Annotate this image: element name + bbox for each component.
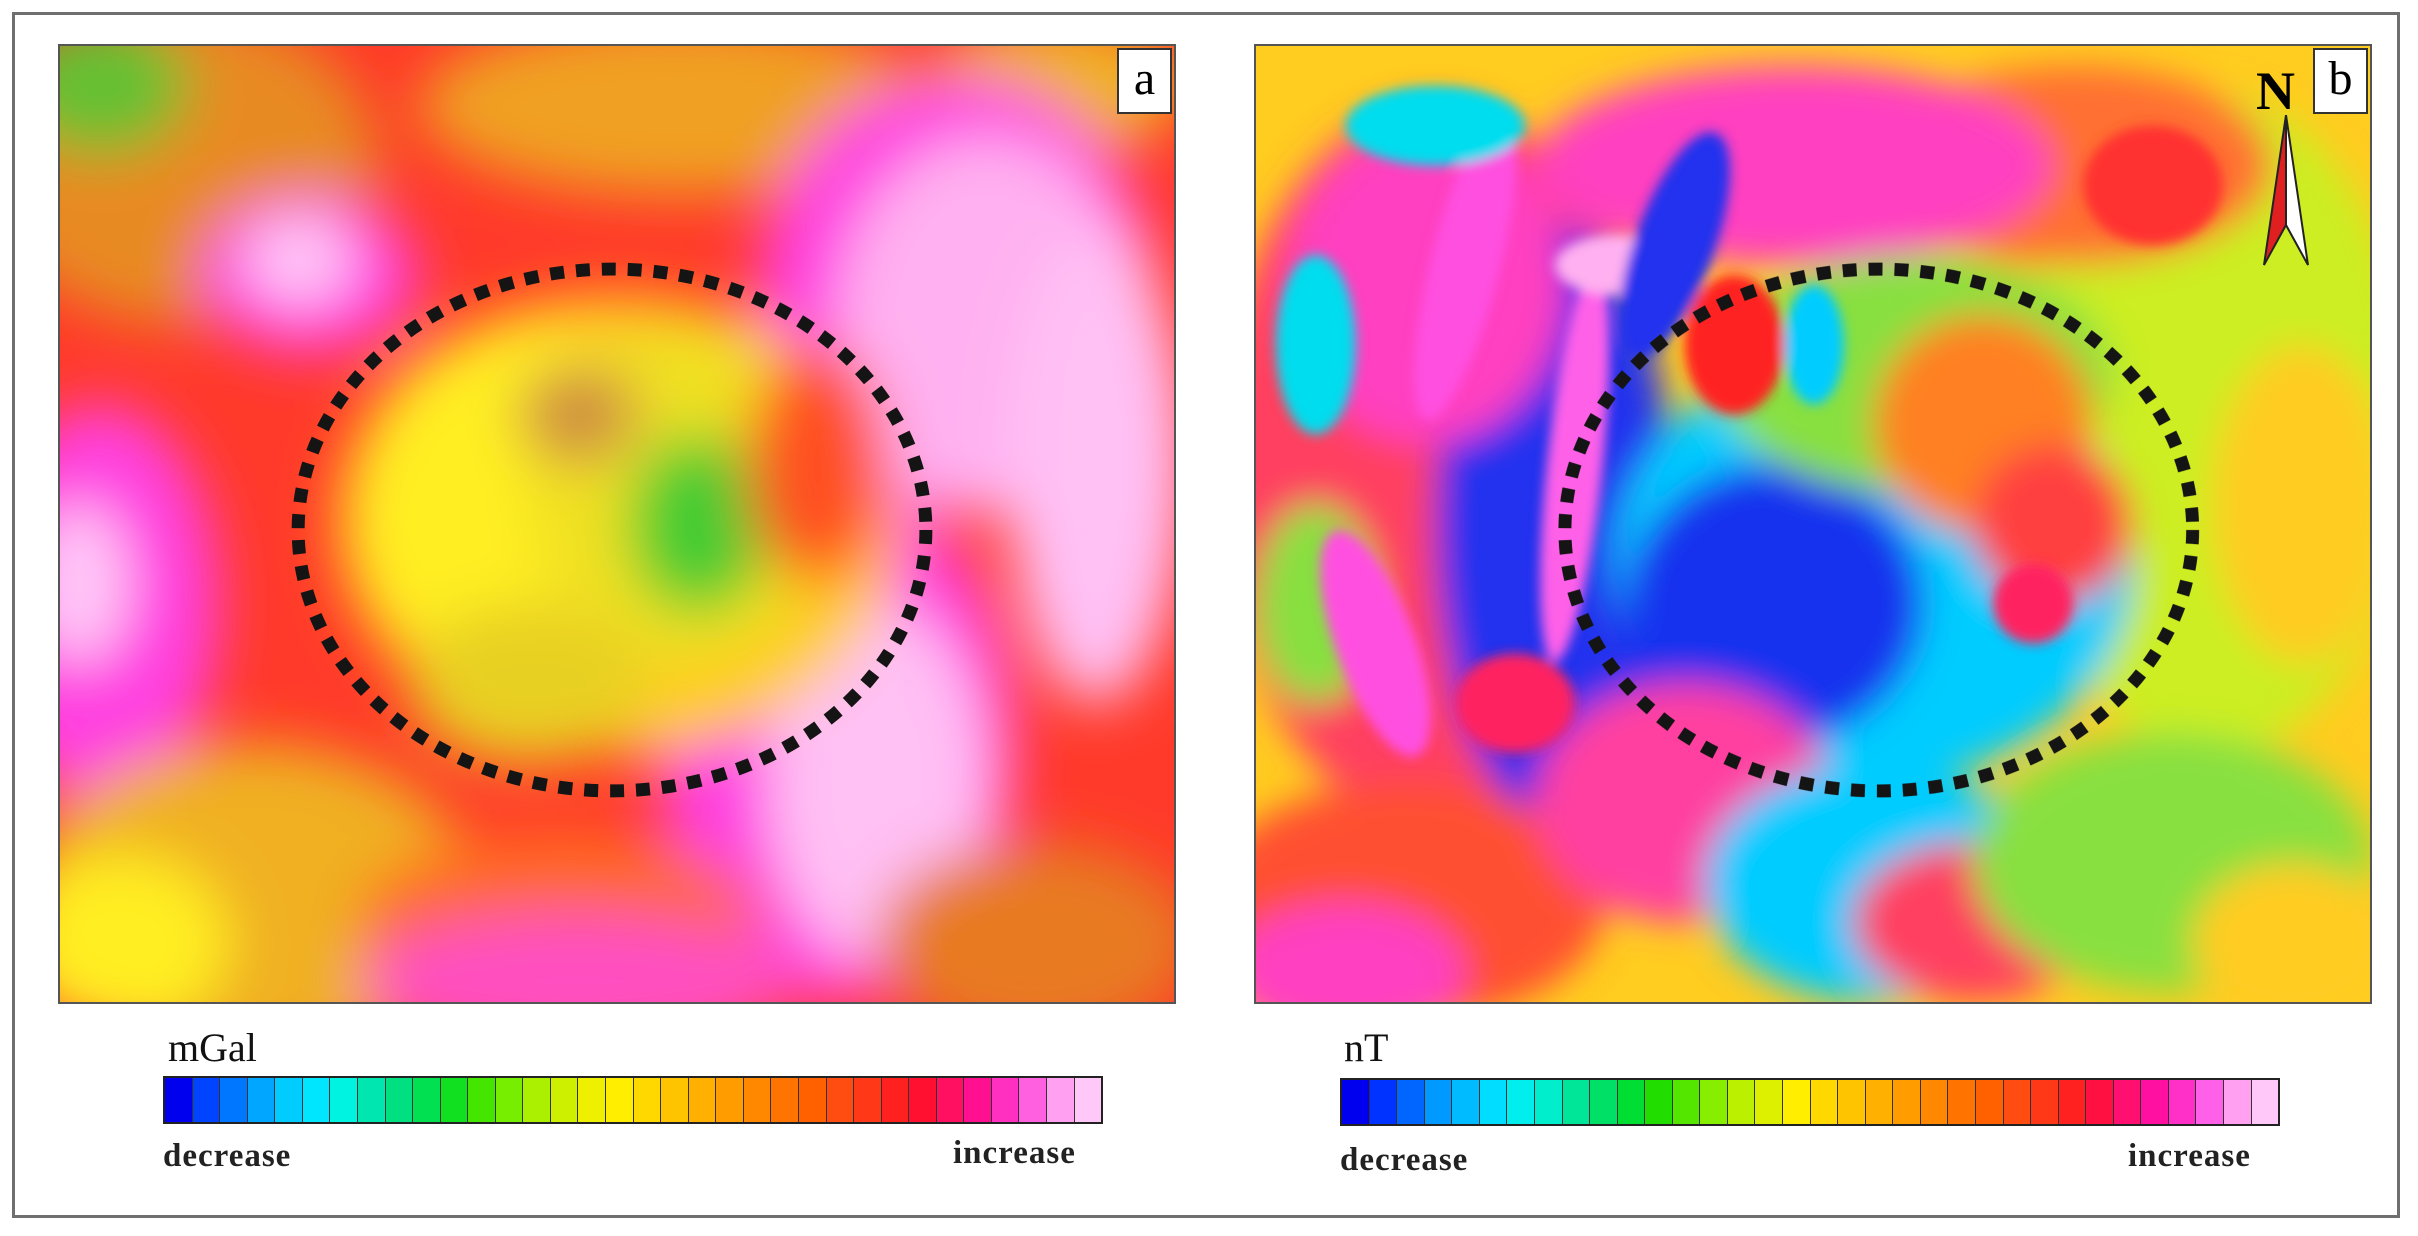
color-scale-cell xyxy=(1948,1080,1976,1124)
color-scale-cell xyxy=(2251,1080,2279,1124)
gravity-map-panel: a xyxy=(58,44,1176,1004)
north-arrow-icon xyxy=(2263,115,2309,266)
color-scale-cell xyxy=(661,1078,689,1122)
figure-frame xyxy=(12,12,2400,1218)
color-scale-cell xyxy=(1479,1080,1508,1124)
color-scale-cell xyxy=(1755,1080,1783,1124)
color-scale-cell xyxy=(826,1078,855,1122)
color-scale-cell xyxy=(1700,1080,1728,1124)
magnetic-unit-label: nT xyxy=(1344,1025,1389,1070)
color-scale-cell xyxy=(2086,1080,2114,1124)
color-scale-cell xyxy=(357,1078,386,1122)
color-scale-cell xyxy=(716,1078,744,1122)
color-scale-cell xyxy=(606,1078,634,1122)
color-scale-cell xyxy=(1507,1080,1535,1124)
color-scale-cell xyxy=(964,1078,992,1122)
north-arrow: N xyxy=(2256,60,2316,310)
magnetic-anomaly-map xyxy=(1256,46,2370,1002)
color-scale-cell xyxy=(578,1078,606,1122)
color-scale-cell xyxy=(2031,1080,2059,1124)
color-scale-cell xyxy=(633,1078,662,1122)
color-scale-cell xyxy=(798,1078,827,1122)
color-scale-cell xyxy=(1727,1080,1756,1124)
color-scale-cell xyxy=(275,1078,303,1122)
gravity-increase-label: increase xyxy=(953,1135,1076,1171)
color-scale-cell xyxy=(247,1078,276,1122)
gravity-anomaly-map xyxy=(60,46,1174,1002)
color-scale-cell xyxy=(1019,1078,1047,1122)
color-scale-cell xyxy=(1369,1080,1398,1124)
gravity-decrease-label: decrease xyxy=(163,1138,292,1174)
color-scale-cell xyxy=(440,1078,469,1122)
color-scale-cell xyxy=(1047,1078,1075,1122)
color-scale-cell xyxy=(1534,1080,1563,1124)
color-scale-cell xyxy=(1975,1080,2004,1124)
color-scale-cell xyxy=(1893,1080,1921,1124)
magnetic-map-panel: N b xyxy=(1254,44,2372,1004)
color-scale-cell xyxy=(771,1078,799,1122)
color-scale-cell xyxy=(385,1078,414,1122)
color-scale-cell xyxy=(1397,1080,1425,1124)
color-scale-cell xyxy=(1617,1080,1646,1124)
color-scale-cell xyxy=(2058,1080,2087,1124)
magnetic-decrease-label: decrease xyxy=(1340,1142,1469,1178)
color-scale-cell xyxy=(1342,1080,1370,1124)
color-scale-cell xyxy=(1838,1080,1866,1124)
color-scale-cell xyxy=(909,1078,937,1122)
color-scale-cell xyxy=(854,1078,882,1122)
color-scale-cell xyxy=(302,1078,331,1122)
color-scale-cell xyxy=(1424,1080,1453,1124)
panel-label-b: b xyxy=(2313,48,2368,114)
north-label: N xyxy=(2256,61,2295,121)
color-scale-cell xyxy=(1074,1078,1102,1122)
color-scale-cell xyxy=(1783,1080,1811,1124)
color-scale-cell xyxy=(1865,1080,1894,1124)
magnetic-color-scale xyxy=(1340,1078,2280,1126)
color-scale-cell xyxy=(2141,1080,2169,1124)
color-scale-cell xyxy=(881,1078,910,1122)
color-scale-cell xyxy=(1452,1080,1480,1124)
color-scale-cell xyxy=(688,1078,717,1122)
color-scale-cell xyxy=(2003,1080,2032,1124)
color-scale-cell xyxy=(1920,1080,1949,1124)
color-scale-cell xyxy=(192,1078,221,1122)
color-scale-cell xyxy=(1562,1080,1591,1124)
color-scale-cell xyxy=(743,1078,772,1122)
panel-label-a: a xyxy=(1117,48,1172,114)
color-scale-cell xyxy=(495,1078,524,1122)
color-scale-cell xyxy=(220,1078,248,1122)
color-scale-cell xyxy=(165,1078,193,1122)
color-scale-cell xyxy=(1590,1080,1618,1124)
color-scale-cell xyxy=(468,1078,496,1122)
color-scale-cell xyxy=(1672,1080,1701,1124)
color-scale-cell xyxy=(330,1078,358,1122)
color-scale-cell xyxy=(523,1078,551,1122)
color-scale-cell xyxy=(1810,1080,1839,1124)
color-scale-cell xyxy=(2196,1080,2224,1124)
gravity-unit-label: mGal xyxy=(168,1025,257,1070)
color-scale-cell xyxy=(413,1078,441,1122)
color-scale-cell xyxy=(2224,1080,2252,1124)
color-scale-cell xyxy=(936,1078,965,1122)
magnetic-increase-label: increase xyxy=(2128,1138,2251,1174)
color-scale-cell xyxy=(991,1078,1020,1122)
color-scale-cell xyxy=(550,1078,579,1122)
color-scale-cell xyxy=(1645,1080,1673,1124)
gravity-color-scale xyxy=(163,1076,1103,1124)
color-scale-cell xyxy=(2168,1080,2197,1124)
color-scale-cell xyxy=(2113,1080,2142,1124)
